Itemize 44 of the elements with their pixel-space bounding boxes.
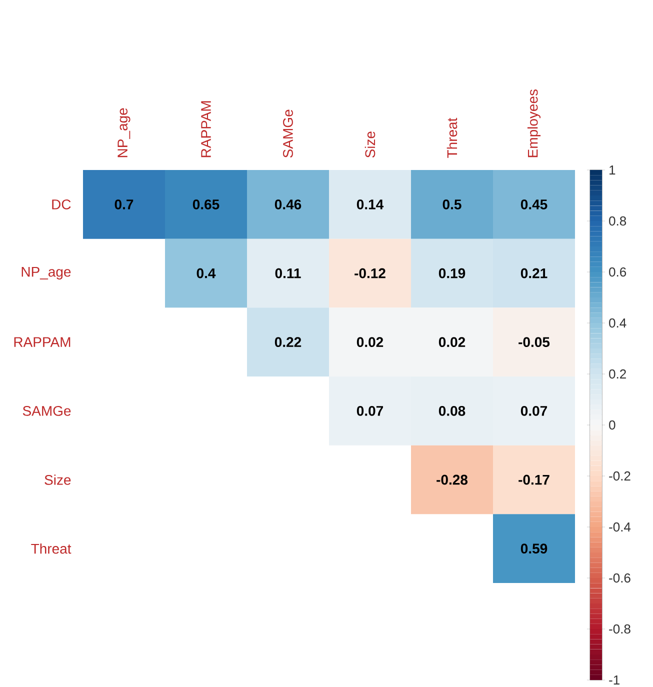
data-label: 0.08 xyxy=(438,406,466,416)
color-bar-label: -1 xyxy=(609,676,620,684)
x-tick-label: Size xyxy=(364,132,376,158)
data-label: 0.19 xyxy=(438,268,466,278)
data-label: -0.28 xyxy=(436,474,468,485)
data-label: -0.05 xyxy=(518,337,550,348)
data-label: 0.11 xyxy=(275,268,301,278)
data-label: 0.02 xyxy=(356,337,384,348)
x-tick-label: Employees xyxy=(527,89,541,158)
y-tick-label: NP_age xyxy=(22,266,71,280)
x-tick-label: SAMGe xyxy=(283,110,293,158)
color-bar-label: 0.6 xyxy=(609,267,626,277)
y-tick-label: DC xyxy=(52,199,71,210)
x-tick-label: Threat xyxy=(446,118,458,158)
data-label: 0.02 xyxy=(438,337,466,348)
color-bar-label: 1 xyxy=(610,166,616,174)
color-bar-label: -0.4 xyxy=(609,522,631,532)
color-bar-label: 0.4 xyxy=(609,318,626,328)
data-label: -0.12 xyxy=(354,268,386,278)
y-tick-label: Size xyxy=(44,474,71,485)
data-label: 0.5 xyxy=(442,199,462,210)
data-label: 0.65 xyxy=(192,199,220,210)
data-label: 0.07 xyxy=(356,406,384,416)
data-label: 0.46 xyxy=(274,199,302,210)
color-bar-label: 0.2 xyxy=(609,369,626,379)
color-bar-label: 0.8 xyxy=(609,216,626,226)
data-label: 0.21 xyxy=(520,268,548,278)
data-label: 0.07 xyxy=(520,406,548,416)
y-tick-label: Threat xyxy=(31,543,72,554)
data-label: 0.22 xyxy=(274,337,302,348)
x-tick-label: NP_age xyxy=(118,108,130,158)
color-bar-label: -0.2 xyxy=(609,471,630,481)
color-bar-label: -0.8 xyxy=(609,624,630,634)
color-bar-label: 0 xyxy=(609,420,616,430)
data-label: 0.4 xyxy=(196,268,216,278)
y-tick-label: RAPPAM xyxy=(14,337,70,347)
y-tick-label: SAMGe xyxy=(22,406,71,416)
data-label: -0.17 xyxy=(518,474,550,485)
color-bar-label: -0.6 xyxy=(609,573,630,583)
data-label: 0.45 xyxy=(520,199,548,210)
data-label: 0.14 xyxy=(356,199,384,210)
data-label: 0.59 xyxy=(520,544,548,554)
x-tick-label: RAPPAM xyxy=(201,101,211,158)
data-label: 0.7 xyxy=(114,199,134,210)
